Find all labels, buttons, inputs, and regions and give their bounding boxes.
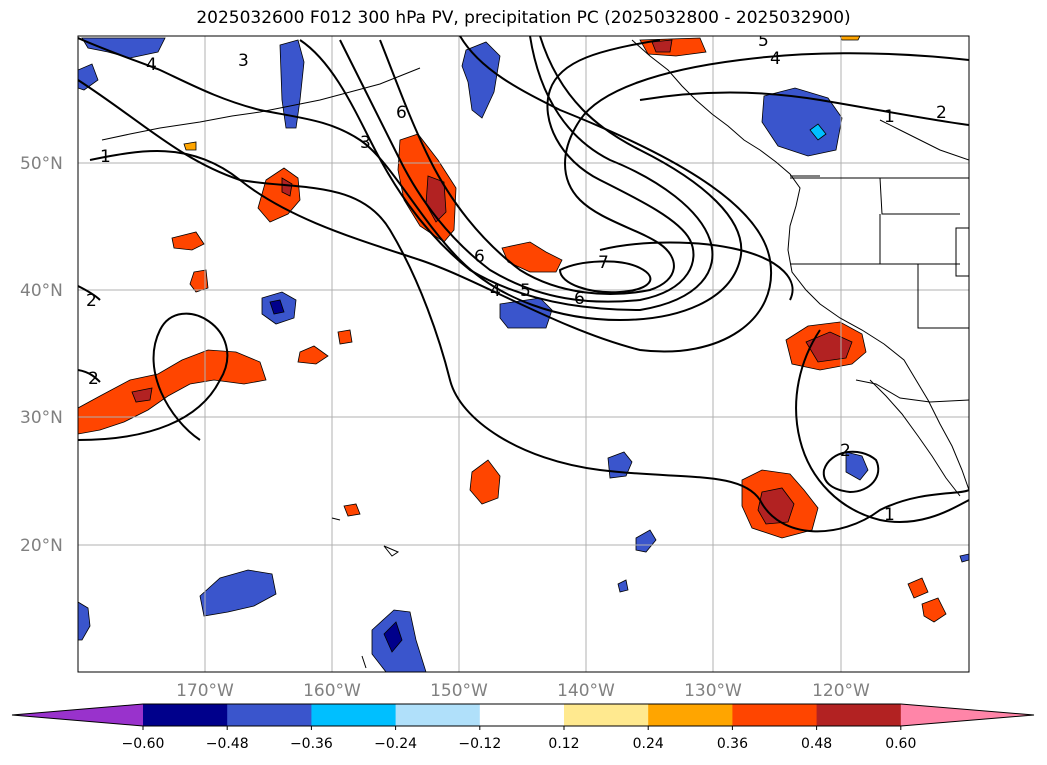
colorbar: −0.60 −0.48 −0.36 −0.24 −0.12 0.12 0.24 0.36 0.4… [11,703,1035,752]
graticule [78,36,969,672]
pv-label: 2 [88,369,99,389]
colorbar-tick-label: −0.60 [122,736,165,752]
pv-label: 5 [520,281,531,301]
colorbar-tick-label: −0.12 [458,736,501,752]
lon-label: 150°W [430,681,488,701]
colorbar-tick-label: 0.48 [801,736,832,752]
colorbar-segment [395,704,481,726]
colorbar-tick-label: −0.48 [206,736,249,752]
pv-label: 1 [884,107,895,127]
map-title: 2025032600 F012 300 hPa PV, precipitatio… [196,8,851,28]
colorbar-segment [479,704,565,726]
pv-label: 4 [146,55,157,75]
lon-label: 160°W [303,681,361,701]
colorbar-segment [732,704,818,726]
pv-label: 6 [474,247,485,267]
lat-label: 40°N [20,281,63,301]
colorbar-tick-label: −0.36 [290,736,333,752]
coastlines [101,39,969,669]
pv-label: 4 [770,49,781,69]
colorbar-segment [227,704,312,726]
latitude-labels: 50°N 40°N 30°N 20°N [20,154,63,556]
colorbar-segment [311,704,397,726]
pv-label: 6 [574,289,585,309]
pv-label: 7 [598,253,609,273]
pv-label: 3 [360,133,371,153]
pv-label: 1 [884,505,895,525]
lon-label: 120°W [812,681,870,701]
colorbar-segment [816,704,902,726]
pv-label: 2 [936,103,947,123]
colorbar-extend-min [12,704,143,726]
lon-label: 170°W [176,681,234,701]
colorbar-tick-label: 0.60 [885,736,916,752]
lon-label: 130°W [684,681,742,701]
pv-label: 2 [840,441,851,461]
pv-contour-labels: 1 1 1 2 2 2 2 3 3 4 4 4 5 5 6 6 6 7 [86,31,947,525]
colorbar-segment [648,704,733,726]
colorbar-tick-label: 0.24 [633,736,664,752]
lon-label: 140°W [557,681,615,701]
pv-label: 3 [238,51,249,71]
pv-label: 2 [86,291,97,311]
colorbar-segment [564,704,649,726]
colorbar-tick-label: 0.12 [548,736,579,752]
pv-label: 5 [758,31,769,51]
colorbar-segment [143,704,228,726]
lat-label: 50°N [20,154,63,174]
precip-negative-areas [78,37,969,672]
lat-label: 20°N [20,536,63,556]
pv-label: 1 [100,147,111,167]
pv-label: 4 [490,281,501,301]
colorbar-tick-label: 0.36 [717,736,748,752]
plot-border [77,35,970,673]
lat-label: 30°N [20,408,63,428]
longitude-labels: 170°W 160°W 150°W 140°W 130°W 120°W [176,681,870,701]
colorbar-extend-max [900,704,1034,726]
colorbar-tick-label: −0.24 [374,736,417,752]
pv-label: 6 [396,103,407,123]
pv-contours [78,36,969,533]
